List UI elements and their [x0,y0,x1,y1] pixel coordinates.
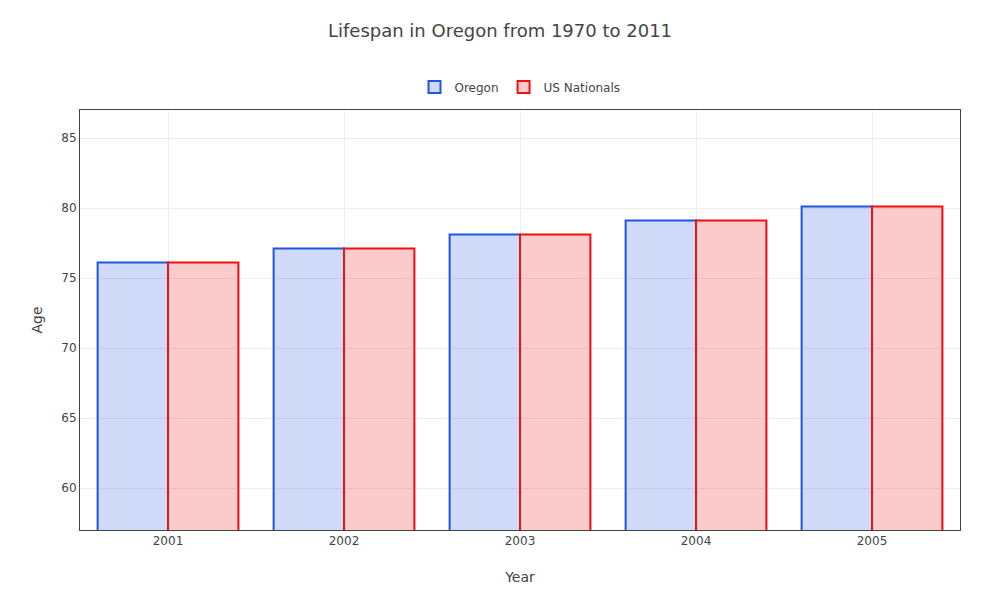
svg-text:2002: 2002 [329,534,360,548]
svg-text:Lifespan in Oregon from 1970 t: Lifespan in Oregon from 1970 to 2011 [328,20,672,41]
svg-text:2004: 2004 [681,534,712,548]
svg-text:2001: 2001 [153,534,184,548]
svg-text:Oregon: Oregon [455,81,499,95]
svg-text:2005: 2005 [857,534,888,548]
svg-text:80: 80 [61,201,76,215]
svg-text:65: 65 [61,411,76,425]
svg-text:2003: 2003 [505,534,536,548]
svg-text:85: 85 [61,131,76,145]
svg-text:75: 75 [61,271,76,285]
svg-text:US Nationals: US Nationals [544,81,620,95]
svg-text:Age: Age [29,306,45,333]
svg-text:60: 60 [61,481,76,495]
svg-text:Year: Year [504,569,535,585]
svg-text:70: 70 [61,341,76,355]
